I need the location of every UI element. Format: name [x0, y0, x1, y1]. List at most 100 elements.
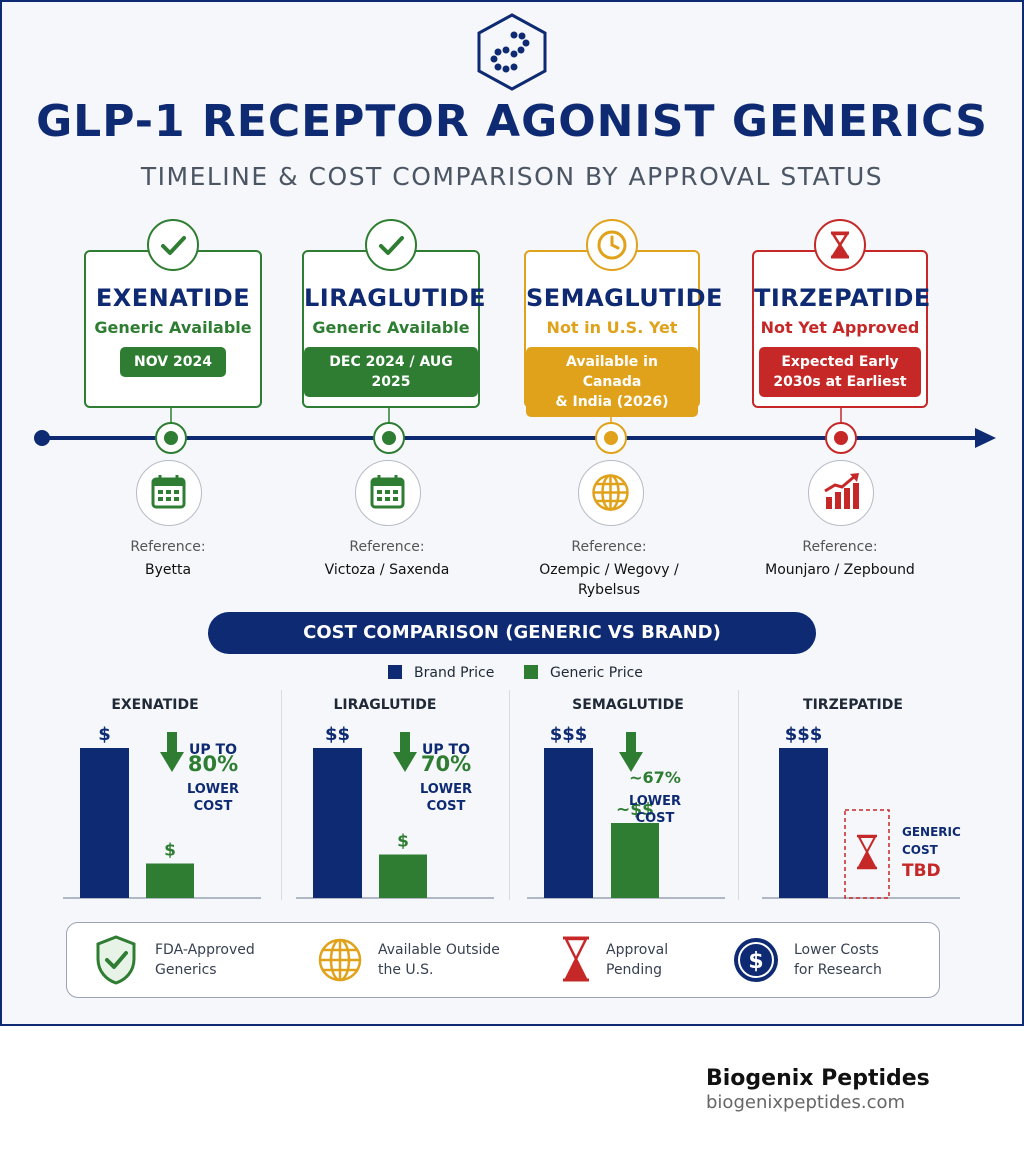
legend-line: Lower Costs — [794, 942, 879, 958]
tbd-label: COST — [902, 843, 939, 857]
drug-card-exenatide: EXENATIDE Generic Available NOV 2024 — [84, 250, 262, 408]
timeline-nodes — [155, 408, 857, 454]
savings-text: COST — [427, 799, 466, 814]
check-icon — [365, 219, 417, 271]
reference-value: Victoza / Saxenda — [287, 560, 487, 580]
brand-bar — [313, 748, 362, 898]
savings-text: 80% — [188, 752, 238, 776]
panel-title: SEMAGLUTIDE — [572, 697, 684, 713]
legend-line: Generics — [155, 962, 217, 978]
reference-label: Reference: — [130, 539, 206, 555]
savings-text: ~67% — [629, 768, 681, 787]
badge-line: 2030s at Earliest — [773, 374, 907, 390]
reference-label: Reference: — [802, 539, 878, 555]
savings-text: LOWER — [187, 782, 239, 797]
trend-chart-icon — [808, 460, 874, 526]
generic-bar — [611, 823, 659, 898]
savings-text: UP TO — [189, 742, 237, 758]
badge-line: & India (2026) — [555, 394, 669, 410]
brand-price-label: $ — [98, 724, 111, 745]
legend-line: Approval — [606, 942, 669, 958]
dollar-icon: $ — [734, 938, 778, 982]
brand-bar — [779, 748, 828, 898]
molecule-logo-icon — [477, 13, 547, 91]
legend-line: Available Outside — [378, 942, 500, 958]
panel-title: EXENATIDE — [111, 697, 199, 713]
drug-card-tirzepatide: TIRZEPATIDE Not Yet Approved Expected Ea… — [752, 250, 931, 408]
drug-card-semaglutide: SEMAGLUTIDE Not in U.S. Yet Available in… — [524, 250, 722, 417]
badge-line: DEC 2024 / AUG 2025 — [329, 354, 453, 390]
legend-label: Generic Price — [550, 665, 643, 681]
panel-title: TIRZEPATIDE — [803, 697, 903, 713]
generic-price-label: $ — [397, 832, 409, 852]
release-badge: DEC 2024 / AUG 2025 — [304, 347, 478, 397]
generic-bar — [379, 854, 427, 898]
generic-bar — [146, 863, 194, 898]
check-icon — [147, 219, 199, 271]
release-badge: NOV 2024 — [120, 347, 226, 377]
legend-label: Brand Price — [414, 665, 495, 681]
legend-line: Pending — [606, 962, 662, 978]
legend-approval-pending: Approval Pending — [606, 940, 668, 980]
down-arrow-icon — [619, 732, 643, 772]
panel-divider — [509, 690, 510, 900]
down-arrow-icon — [160, 732, 184, 772]
drug-status: Not in U.S. Yet — [546, 318, 678, 337]
svg-text:$: $ — [748, 949, 763, 974]
legend-swatch — [524, 665, 538, 679]
globe-icon — [578, 460, 644, 526]
calendar-icon — [355, 460, 421, 526]
page-title: GLP-1 RECEPTOR AGONIST GENERICS — [36, 96, 988, 147]
hourglass-icon — [857, 849, 877, 868]
drug-status: Generic Available — [94, 318, 252, 337]
panel-divider — [281, 690, 282, 900]
reference-label: Reference: — [571, 539, 647, 555]
savings-text: 70% — [421, 752, 471, 776]
legend-line: the U.S. — [378, 962, 434, 978]
brand-bar — [80, 748, 129, 898]
reference-value: Byetta — [68, 560, 268, 580]
globe-icon — [318, 938, 362, 982]
brand-price-label: $$ — [325, 724, 350, 745]
legend-available-outside: Available Outside the U.S. — [378, 940, 500, 980]
drug-card-liraglutide: LIRAGLUTIDE Generic Available DEC 2024 /… — [302, 250, 487, 408]
clock-icon — [586, 219, 638, 271]
badge-line: Available in Canada — [566, 354, 658, 390]
legend-generic: Generic Price — [524, 665, 643, 681]
legend-brand: Brand Price — [388, 665, 494, 681]
reference-value: Mounjaro / Zepbound — [740, 560, 940, 580]
generic-price-label: ~$$ — [616, 800, 654, 820]
brand-price-label: $$$ — [785, 724, 823, 745]
hourglass-icon — [563, 936, 589, 982]
legend-swatch — [388, 665, 402, 679]
calendar-icon — [136, 460, 202, 526]
savings-text: LOWER — [420, 782, 472, 797]
release-badge: Expected Early 2030s at Earliest — [759, 347, 921, 397]
tbd-label: GENERIC — [902, 825, 961, 839]
footer-url[interactable]: biogenixpeptides.com — [706, 1092, 906, 1113]
savings-text: COST — [194, 799, 233, 814]
reference-line: Rybelsus — [577, 582, 641, 598]
legend-fda-approved: FDA-Approved Generics — [155, 940, 255, 980]
page-subtitle: TIMELINE & COST COMPARISON BY APPROVAL S… — [140, 162, 884, 191]
cost-comparison-banner: COST COMPARISON (GENERIC VS BRAND) — [208, 612, 816, 654]
drug-name: LIRAGLUTIDE — [304, 284, 487, 312]
drug-name: TIRZEPATIDE — [754, 284, 931, 312]
legend-line: FDA-Approved — [155, 942, 255, 958]
tbd-placeholder — [844, 809, 890, 899]
hourglass-icon — [814, 219, 866, 271]
status-legend — [66, 922, 940, 998]
legend-line: for Research — [794, 962, 882, 978]
brand-price-label: $$$ — [550, 724, 588, 745]
reference-line: Ozempic / Wegovy / — [539, 562, 679, 578]
release-badge: Available in Canada & India (2026) — [526, 347, 698, 417]
drug-name: EXENATIDE — [95, 284, 251, 312]
hourglass-icon — [857, 836, 877, 855]
timeline-axis — [34, 428, 996, 448]
panel-divider — [738, 690, 739, 900]
reference-line: Victoza / Saxenda — [324, 562, 450, 578]
panel-title: LIRAGLUTIDE — [333, 697, 437, 713]
savings-text: COST — [636, 811, 675, 826]
badge-line: NOV 2024 — [134, 354, 212, 370]
